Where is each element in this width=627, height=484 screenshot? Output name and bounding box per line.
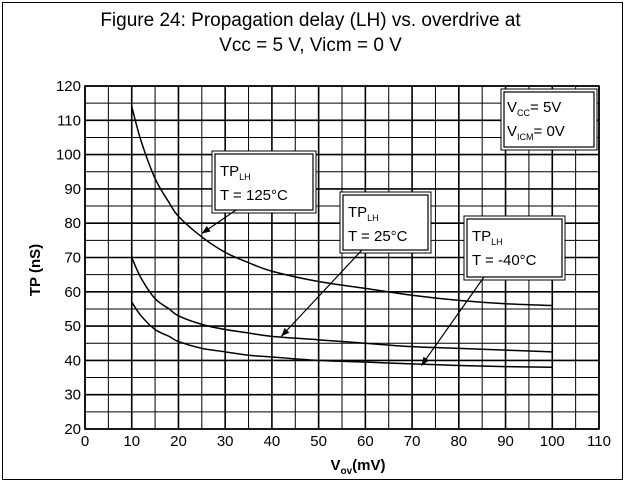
x-tick-label: 40 <box>264 433 281 450</box>
figure-title-line2: Vcc = 5 V, Vicm = 0 V <box>219 35 402 56</box>
x-tick-label: 30 <box>217 433 234 450</box>
x-tick-label: 100 <box>540 433 565 450</box>
y-tick-label: 100 <box>56 147 81 164</box>
tick-labels: 0 10 20 30 40 50 60 70 80 90 100 110 20 30 40 50 60 70 80 9… <box>56 78 611 450</box>
series-label-0: TPLH T = 125°C <box>201 150 317 234</box>
leader-line <box>280 249 363 337</box>
plot-border <box>84 85 600 430</box>
series-label-box <box>466 218 563 278</box>
series-label-box <box>214 153 314 211</box>
series-label-2: TPLH T = -40°C <box>420 215 566 366</box>
x-tick-label: 60 <box>357 433 374 450</box>
series-label-temp: T = 125°C <box>220 187 288 204</box>
x-tick-label: 110 <box>587 433 611 450</box>
series-label-name: TPLH <box>220 163 251 182</box>
y-tick-label: 80 <box>64 215 81 232</box>
series-line-2 <box>131 301 553 369</box>
y-tick-label: 30 <box>64 387 81 404</box>
annotations: TPLH T = 125°C TPLH T = 25°C TPLH T = -40°C VC… <box>201 88 598 366</box>
y-tick-label: 60 <box>64 284 81 301</box>
conditions-line: VICM= 0V <box>507 123 565 142</box>
y-tick-label: 70 <box>64 250 81 267</box>
series-line-1 <box>131 257 553 353</box>
x-tick-label: 80 <box>450 433 467 450</box>
x-tick-label: 50 <box>310 433 327 450</box>
conditions-line: VCC= 5V <box>507 99 561 118</box>
x-tick-label: 20 <box>170 433 187 450</box>
series-label-name: TPLH <box>348 204 379 223</box>
y-tick-label: 110 <box>57 112 81 129</box>
x-tick-label: 10 <box>123 433 140 450</box>
y-tick-label: 90 <box>64 181 81 198</box>
conditions-box: VCC= 5V VICM= 0V <box>500 88 598 151</box>
series-line-0 <box>131 106 553 307</box>
leader-arrowhead <box>421 356 429 366</box>
y-tick-label: 120 <box>56 78 81 95</box>
y-axis-label: TP (nS) <box>27 244 44 296</box>
y-tick-label: 40 <box>64 352 81 369</box>
x-tick-label: 0 <box>81 433 89 450</box>
series-label-box <box>342 194 429 251</box>
conditions-box-inner <box>503 91 595 148</box>
x-axis-label: Vov(mV) <box>330 457 385 477</box>
leader-arrowhead <box>201 226 211 234</box>
figure-title: Figure 24: Propagation delay (LH) vs. ov… <box>0 8 621 58</box>
figure-title-line1: Figure 24: Propagation delay (LH) vs. ov… <box>100 10 521 31</box>
x-tick-label: 90 <box>497 433 514 450</box>
leader-arrowhead <box>281 328 290 337</box>
series-label-temp: T = -40°C <box>472 252 537 269</box>
grid <box>84 85 600 430</box>
y-tick-label: 50 <box>64 318 81 335</box>
series-label-1: TPLH T = 25°C <box>280 191 432 337</box>
series-label-temp: T = 25°C <box>348 228 408 245</box>
curves <box>131 106 553 369</box>
x-tick-label: 70 <box>404 433 421 450</box>
series-label-name: TPLH <box>472 228 503 247</box>
y-tick-label: 20 <box>64 421 81 438</box>
leader-line <box>420 276 485 366</box>
